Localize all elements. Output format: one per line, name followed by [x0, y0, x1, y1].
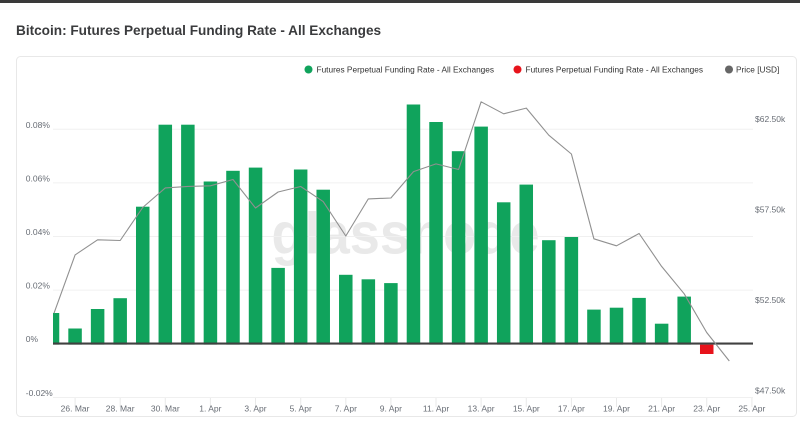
svg-text:23. Apr: 23. Apr [693, 403, 720, 413]
svg-text:0.04%: 0.04% [26, 227, 51, 237]
svg-text:19. Apr: 19. Apr [603, 403, 630, 413]
svg-text:15. Apr: 15. Apr [513, 403, 540, 413]
svg-text:Bitcoin: Futures Perpetual Fun: Bitcoin: Futures Perpetual Funding Rate … [16, 23, 381, 38]
svg-text:21. Apr: 21. Apr [648, 403, 675, 413]
svg-text:-0.02%: -0.02% [26, 388, 53, 398]
svg-text:30. Mar: 30. Mar [151, 403, 180, 413]
svg-text:$57.50k: $57.50k [755, 205, 786, 215]
svg-text:25. Apr: 25. Apr [738, 403, 765, 413]
svg-text:0.08%: 0.08% [26, 120, 51, 130]
svg-text:$52.50k: $52.50k [755, 295, 786, 305]
svg-text:7. Apr: 7. Apr [335, 403, 357, 413]
svg-text:glassnode: glassnode [272, 202, 540, 267]
svg-text:1. Apr: 1. Apr [199, 403, 221, 413]
svg-text:17. Apr: 17. Apr [558, 403, 585, 413]
svg-text:11. Apr: 11. Apr [423, 403, 449, 413]
svg-text:$62.50k: $62.50k [755, 114, 786, 124]
svg-text:0.02%: 0.02% [26, 281, 51, 291]
svg-text:26. Mar: 26. Mar [61, 403, 90, 413]
svg-text:$47.50k: $47.50k [755, 386, 786, 396]
svg-text:28. Mar: 28. Mar [106, 403, 135, 413]
svg-text:3. Apr: 3. Apr [244, 403, 266, 413]
svg-text:0%: 0% [26, 334, 39, 344]
svg-text:9. Apr: 9. Apr [380, 403, 402, 413]
svg-text:Futures Perpetual Funding Rate: Futures Perpetual Funding Rate - All Exc… [317, 65, 495, 75]
svg-text:Futures Perpetual Funding Rate: Futures Perpetual Funding Rate - All Exc… [526, 65, 704, 75]
svg-text:Price [USD]: Price [USD] [736, 65, 779, 75]
svg-text:13. Apr: 13. Apr [468, 403, 495, 413]
svg-text:0.06%: 0.06% [26, 174, 51, 184]
svg-text:5. Apr: 5. Apr [290, 403, 312, 413]
